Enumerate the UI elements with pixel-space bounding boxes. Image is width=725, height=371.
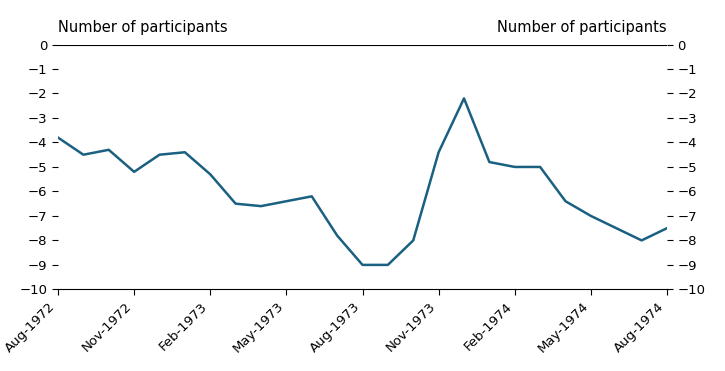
Text: Number of participants: Number of participants — [497, 20, 667, 35]
Text: Number of participants: Number of participants — [58, 20, 228, 35]
